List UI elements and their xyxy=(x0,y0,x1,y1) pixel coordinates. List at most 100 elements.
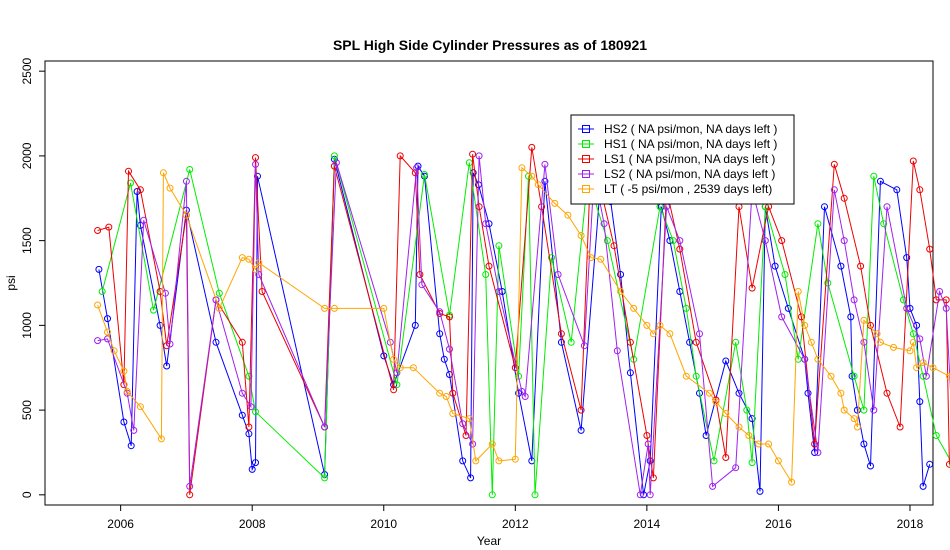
data-point xyxy=(692,372,700,380)
data-point xyxy=(827,372,835,380)
data-point xyxy=(788,478,796,486)
data-point xyxy=(945,372,950,380)
data-point xyxy=(245,430,253,438)
data-point xyxy=(411,169,419,177)
data-point xyxy=(936,288,944,295)
data-point xyxy=(692,338,700,346)
data-point xyxy=(797,313,805,321)
data-point xyxy=(909,330,917,338)
data-point xyxy=(709,482,717,490)
data-point xyxy=(778,313,786,321)
data-point xyxy=(722,454,730,461)
data-point xyxy=(686,338,694,346)
data-point xyxy=(182,211,190,219)
data-point xyxy=(495,288,503,295)
x-tick-label: 2006 xyxy=(107,517,134,531)
y-tick-label: 1500 xyxy=(20,227,34,254)
data-point xyxy=(848,372,856,380)
data-point xyxy=(876,338,884,346)
data-point xyxy=(534,181,542,189)
data-point xyxy=(127,442,135,450)
data-point xyxy=(446,313,453,321)
data-point xyxy=(248,465,256,473)
data-point xyxy=(396,152,404,160)
data-point xyxy=(414,162,422,170)
data-point xyxy=(644,440,652,448)
data-point xyxy=(890,343,897,351)
data-point xyxy=(867,462,874,470)
data-point xyxy=(732,464,740,472)
data-point xyxy=(909,338,917,346)
data-point xyxy=(676,237,684,245)
series-line-ls1 xyxy=(97,147,950,495)
data-point xyxy=(104,335,111,343)
legend-box xyxy=(570,114,795,205)
data-point xyxy=(896,423,904,431)
data-point xyxy=(120,381,128,389)
data-point xyxy=(801,321,809,329)
data-point xyxy=(929,364,937,372)
data-point xyxy=(696,330,703,338)
data-point xyxy=(330,152,338,160)
data-point xyxy=(166,184,174,192)
data-point xyxy=(676,245,684,253)
data-point xyxy=(814,220,822,228)
data-point xyxy=(469,169,477,177)
data-point xyxy=(321,423,329,431)
data-point xyxy=(105,223,113,231)
data-point xyxy=(564,211,572,219)
data-point xyxy=(541,177,549,185)
data-point xyxy=(459,420,467,428)
data-point xyxy=(893,186,901,194)
data-point xyxy=(732,338,740,346)
data-point xyxy=(488,440,496,448)
x-tick-label: 2018 xyxy=(897,517,924,531)
data-point xyxy=(646,491,654,499)
data-point xyxy=(120,367,128,375)
data-point xyxy=(771,262,779,270)
data-point xyxy=(649,474,657,482)
data-point xyxy=(551,199,559,207)
data-point xyxy=(712,398,720,406)
data-point xyxy=(710,457,718,465)
data-point xyxy=(870,172,878,180)
data-point xyxy=(860,338,868,346)
data-point xyxy=(511,455,519,463)
data-point xyxy=(765,440,773,448)
data-point xyxy=(127,179,134,187)
y-tick-label: 0 xyxy=(20,491,34,498)
data-point xyxy=(554,271,562,278)
data-point xyxy=(396,364,404,372)
data-point xyxy=(212,296,220,304)
data-point xyxy=(682,304,690,312)
data-point xyxy=(459,457,467,465)
data-point xyxy=(630,304,638,312)
data-point xyxy=(610,242,618,250)
data-point xyxy=(837,389,845,397)
data-point xyxy=(130,426,138,434)
data-point xyxy=(903,254,911,262)
data-point xyxy=(421,171,428,178)
x-tick-label: 2010 xyxy=(370,517,397,531)
data-point xyxy=(748,415,756,423)
chart-title: SPL High Side Cylinder Pressures as of 1… xyxy=(333,37,647,53)
data-point xyxy=(95,265,103,273)
data-point xyxy=(245,423,253,431)
data-point xyxy=(136,186,144,194)
data-point xyxy=(778,237,786,245)
data-point xyxy=(807,338,815,346)
data-point xyxy=(110,347,118,355)
series-line-ls2 xyxy=(97,155,950,495)
data-point xyxy=(255,271,263,278)
data-point xyxy=(840,406,848,414)
data-point xyxy=(781,271,789,278)
data-point xyxy=(215,304,223,312)
data-point xyxy=(587,254,595,262)
data-point xyxy=(157,435,165,443)
data-point xyxy=(390,355,398,363)
data-point xyxy=(125,167,132,175)
data-point xyxy=(643,321,651,329)
data-point xyxy=(669,237,677,245)
data-point xyxy=(136,403,144,411)
data-point xyxy=(475,152,483,160)
